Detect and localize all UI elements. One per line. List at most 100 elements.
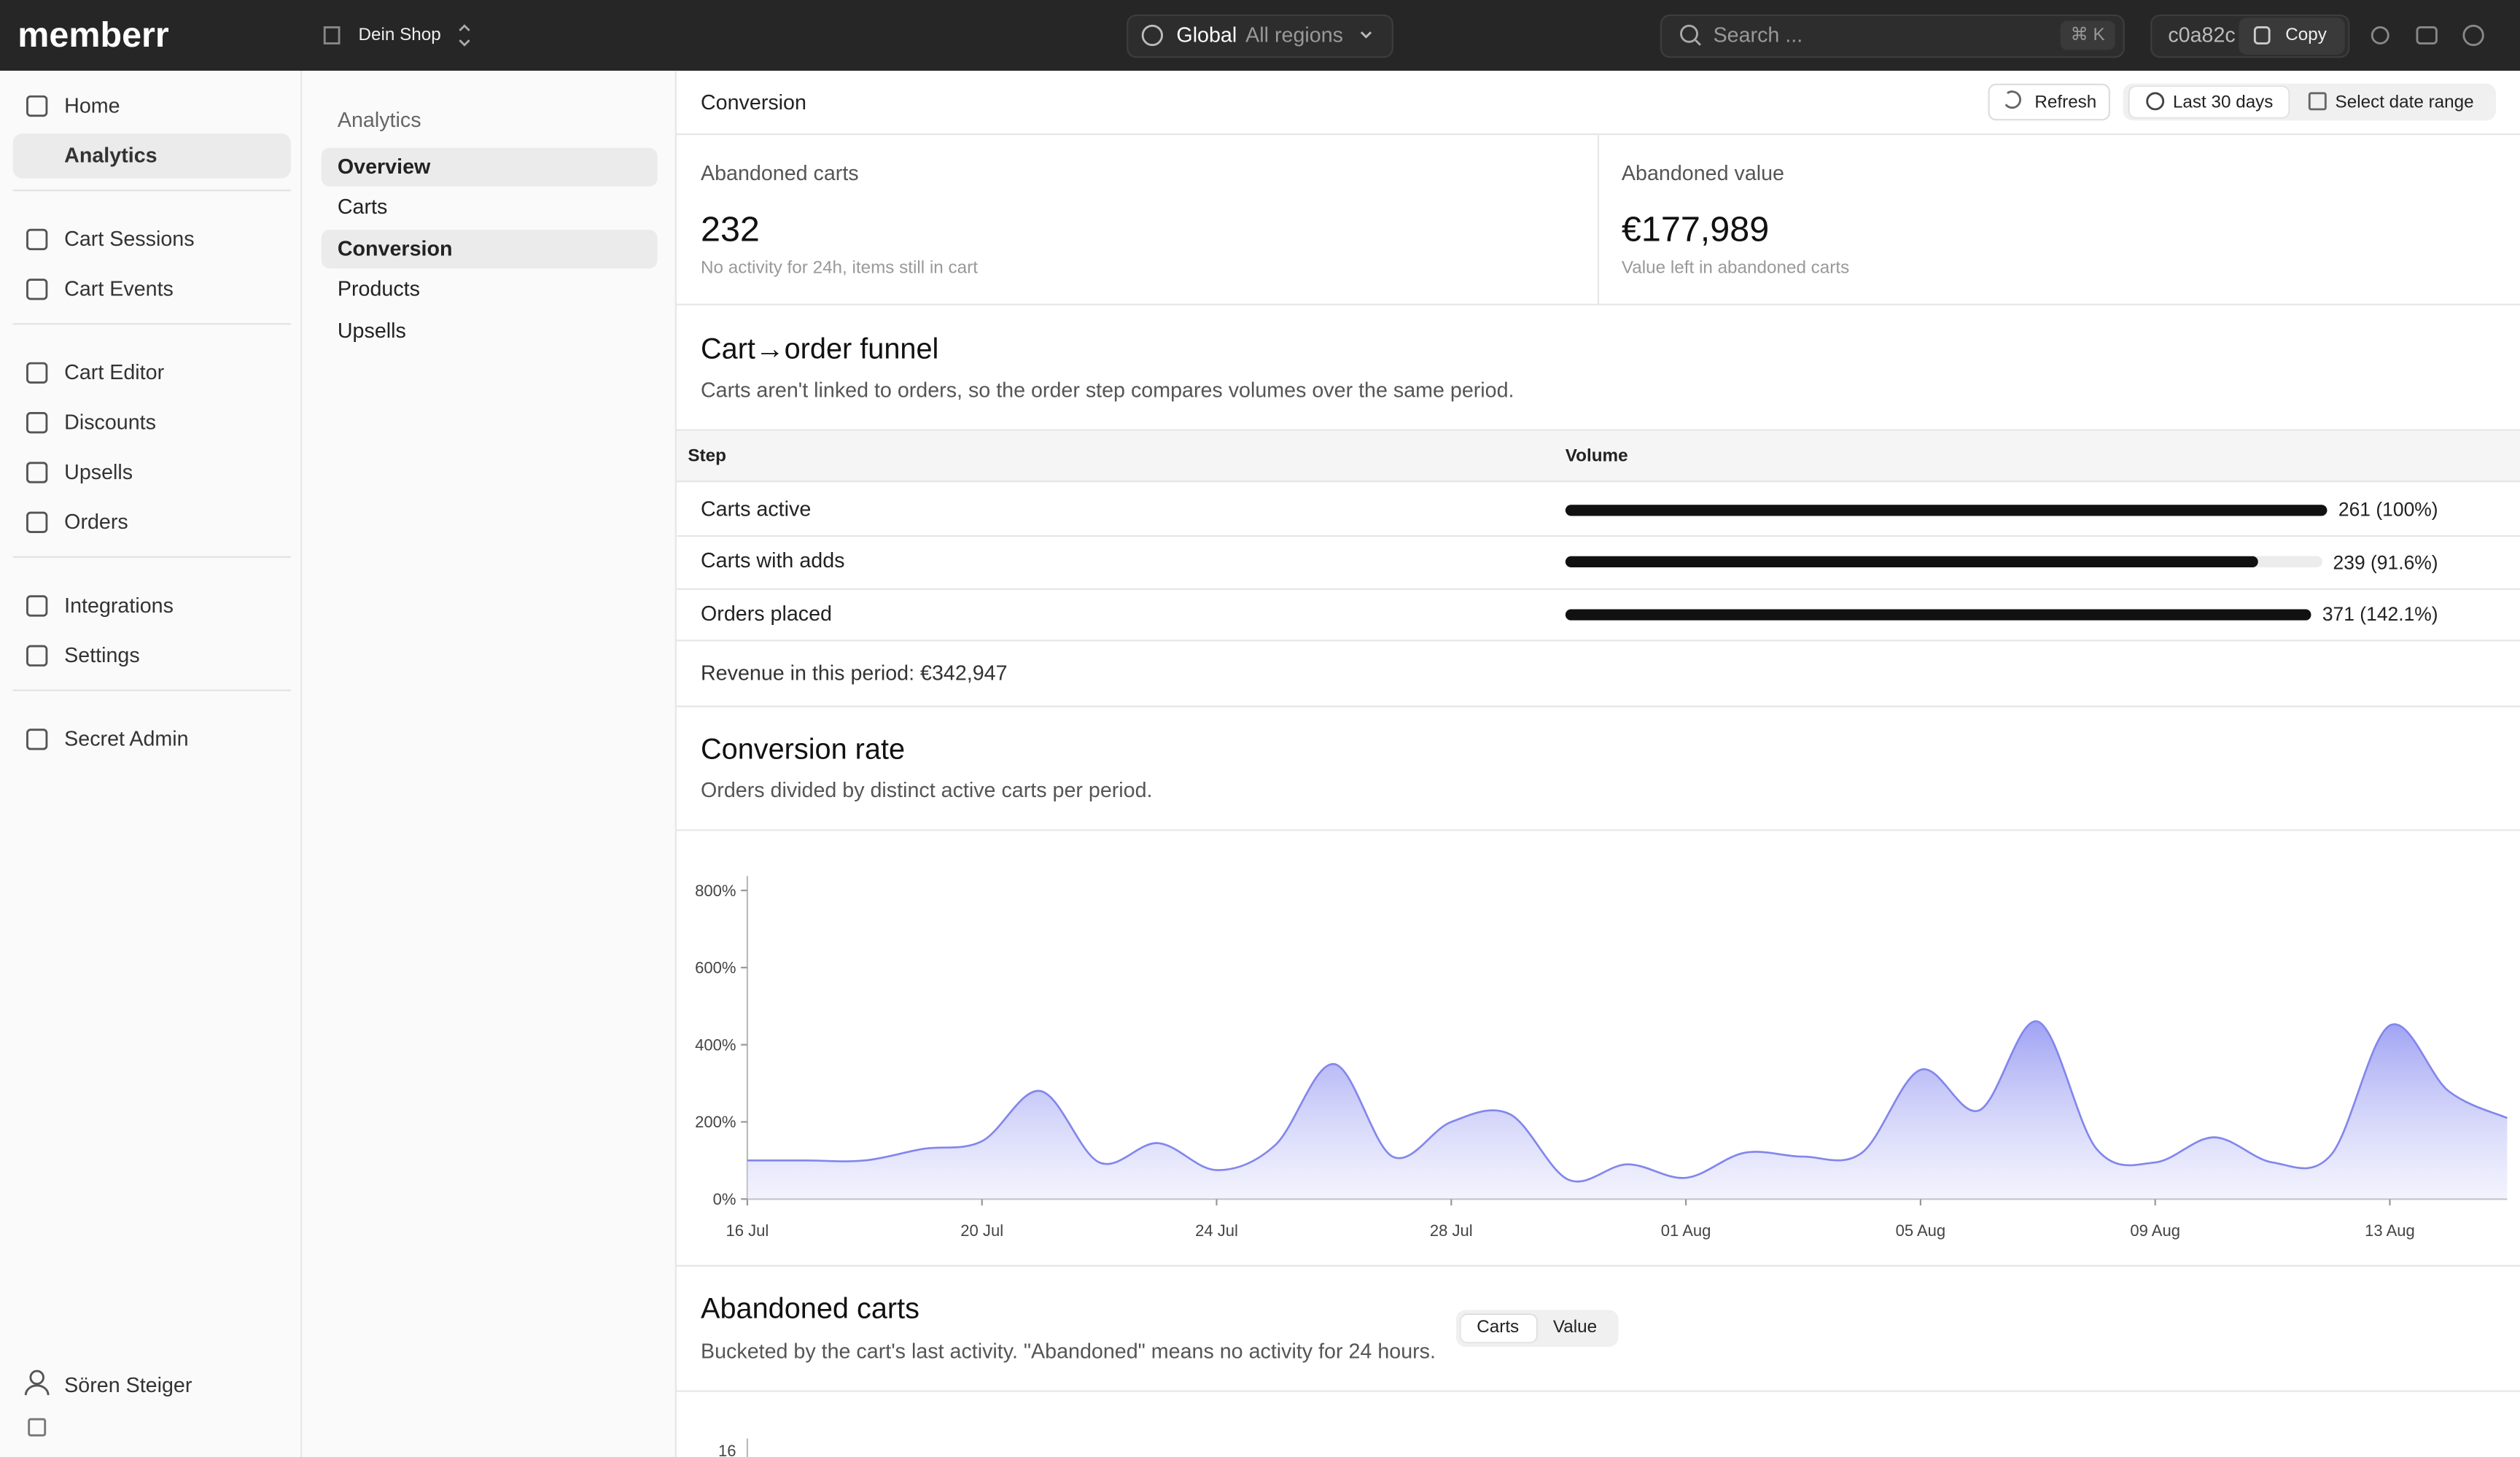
user-name[interactable]: Sören Steiger — [64, 1372, 192, 1396]
area-fill — [747, 1021, 2508, 1200]
nav-icon — [26, 595, 48, 617]
sidebar — [0, 70, 303, 1457]
nav-icon — [26, 728, 48, 750]
subnav-item[interactable]: Carts — [337, 194, 388, 219]
section-border — [676, 829, 2520, 831]
shop-switcher[interactable]: Dein Shop — [358, 25, 441, 45]
refresh-label[interactable]: Refresh — [2034, 93, 2097, 112]
region-scope: All regions — [1245, 21, 1343, 46]
volume-bar — [1565, 556, 2258, 568]
y-tick-label: 800% — [695, 882, 736, 900]
bar-track — [1565, 609, 2311, 621]
nav-icon — [26, 412, 48, 434]
nav-icon — [26, 511, 48, 533]
value-label: 239 (91.6%) — [2333, 551, 2438, 574]
subnav-item[interactable]: Conversion — [337, 236, 453, 260]
nav-item[interactable]: Orders — [64, 508, 128, 533]
nav-item[interactable]: Home — [64, 92, 120, 117]
nav-item[interactable]: Cart Editor — [64, 359, 165, 384]
section-border — [676, 1390, 2520, 1392]
range-button[interactable] — [2129, 87, 2289, 117]
icons — [24, 24, 2484, 1437]
column-header: Volume — [1565, 446, 1628, 466]
chart-title: Conversion rate — [700, 733, 906, 766]
stat-note: No activity for 24h, items still in cart — [700, 258, 978, 278]
stat-value: 232 — [700, 208, 760, 249]
revenue-note: Revenue in this period: €342,947 — [700, 659, 1008, 684]
stat-value: €177,989 — [1621, 208, 1770, 249]
stat-note: Value left in abandoned carts — [1621, 258, 1850, 278]
section-border — [676, 1264, 2520, 1267]
y-tick-label: 0% — [713, 1190, 736, 1208]
toggle-option[interactable]: Carts — [1477, 1318, 1520, 1337]
select-range[interactable]: Select date range — [2335, 93, 2474, 112]
range-label[interactable]: Last 30 days — [2172, 93, 2274, 112]
subnav-item[interactable]: Upsells — [337, 317, 406, 342]
row-border — [676, 640, 2520, 642]
subnav-active — [321, 147, 658, 187]
refresh-button[interactable] — [1988, 83, 2110, 121]
x-tick-label: 05 Aug — [1896, 1221, 1946, 1240]
section-title: Cart→order funnel — [700, 333, 939, 365]
shop-id: c0a82c — [2168, 21, 2236, 46]
x-tick-label: 16 Jul — [726, 1221, 769, 1240]
y-tick-label: 600% — [695, 959, 736, 977]
x-tick-label: 13 Aug — [2365, 1221, 2415, 1240]
x-tick-label: 20 Jul — [960, 1221, 1003, 1240]
toggle-active[interactable] — [1461, 1314, 1537, 1343]
toggle-option[interactable]: Value — [1552, 1318, 1598, 1337]
nav-item[interactable]: Integrations — [64, 592, 174, 617]
y-tick-label: 400% — [695, 1036, 736, 1054]
copy-button[interactable] — [2239, 18, 2345, 55]
stat-label: Abandoned carts — [700, 160, 859, 184]
nav-item[interactable]: Discounts — [64, 409, 156, 434]
subnav-active — [321, 230, 658, 269]
nav-icon — [26, 228, 48, 251]
volume-bar — [1565, 609, 2311, 621]
value-label: 371 (142.1%) — [2322, 603, 2438, 626]
nav-icon — [26, 362, 48, 384]
volume-bar-row: 261 (100%) — [1565, 497, 2438, 522]
bar-track — [1565, 556, 2322, 568]
section-subtitle: Carts aren't linked to orders, so the or… — [700, 376, 1514, 402]
subnav-item[interactable]: Overview — [337, 153, 431, 178]
step-label: Carts active — [700, 496, 812, 521]
volume-bar — [1565, 503, 2328, 516]
value-label: 261 (100%) — [2338, 498, 2438, 521]
shortcut: ⌘ K — [2070, 25, 2105, 45]
nav-item[interactable]: Cart Sessions — [64, 225, 195, 250]
bar-track — [1565, 503, 2328, 516]
copy-label[interactable]: Copy — [2285, 25, 2327, 45]
step-label: Carts with adds — [700, 548, 845, 573]
nav-item[interactable]: Cart Events — [64, 276, 174, 300]
region-select[interactable] — [1127, 14, 1393, 58]
area-line — [747, 1020, 2508, 1183]
y-tick-label: 16 — [718, 1442, 736, 1457]
x-tick-label: 09 Aug — [2130, 1221, 2180, 1240]
nav-icon — [26, 95, 48, 117]
search-box[interactable] — [1660, 14, 2125, 58]
section-subtitle: Bucketed by the cart's last activity. "A… — [700, 1338, 1436, 1363]
x-tick-label: 28 Jul — [1430, 1221, 1473, 1240]
subnav — [302, 70, 677, 1457]
subnav-item[interactable]: Products — [337, 276, 420, 301]
nav-icon — [26, 462, 48, 483]
separator — [12, 555, 291, 557]
header-row — [676, 133, 2520, 136]
section-title: Abandoned carts — [700, 1292, 919, 1325]
region-name: Global — [1176, 21, 1237, 46]
nav-item[interactable]: Settings — [64, 642, 140, 667]
nav-item[interactable]: Analytics — [64, 142, 158, 167]
stats-bottom — [676, 303, 2520, 306]
x-tick-label: 24 Jul — [1195, 1221, 1238, 1240]
separator — [12, 688, 291, 691]
subnav-title: Analytics — [337, 106, 421, 131]
chart-subtitle: Orders divided by distinct active carts … — [700, 777, 1153, 801]
stats-divider — [1597, 135, 1600, 304]
separator — [12, 188, 291, 191]
nav-item[interactable]: Upsells — [64, 459, 133, 483]
volume-bar-row: 239 (91.6%) — [1565, 549, 2438, 575]
nav-item[interactable]: Secret Admin — [64, 726, 189, 750]
y-tick-label: 200% — [695, 1113, 736, 1131]
